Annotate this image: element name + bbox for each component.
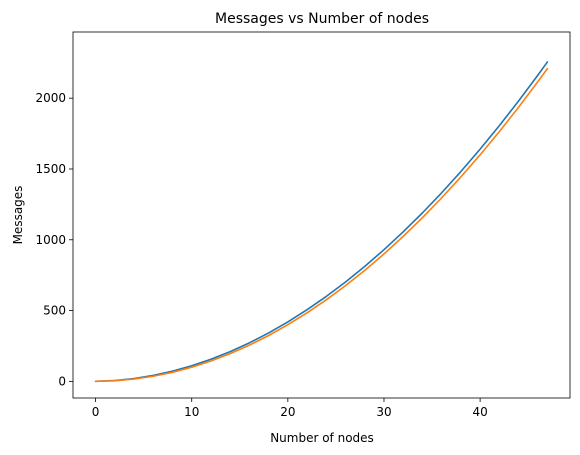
x-tick-label: 30 bbox=[376, 405, 391, 419]
plot-frame bbox=[72, 31, 571, 399]
y-tick-label: 2000 bbox=[35, 91, 66, 105]
x-axis-label: Number of nodes bbox=[270, 431, 374, 445]
x-axis: 0 10 20 30 40 bbox=[92, 398, 488, 419]
chart-title: Messages vs Number of nodes bbox=[215, 11, 429, 27]
y-tick-label: 500 bbox=[43, 304, 66, 318]
y-tick-label: 1500 bbox=[35, 162, 66, 176]
series-line-2 bbox=[94, 67, 549, 383]
y-tick-label: 1000 bbox=[35, 233, 66, 247]
y-tick-label: 0 bbox=[58, 374, 66, 388]
series-line-1 bbox=[94, 61, 549, 383]
x-tick-label: 10 bbox=[184, 405, 199, 419]
x-tick-label: 40 bbox=[472, 405, 487, 419]
series-layer bbox=[94, 61, 549, 383]
y-axis: 0 500 1000 1500 2000 bbox=[35, 91, 73, 388]
x-tick-label: 20 bbox=[280, 405, 295, 419]
y-axis-label: Messages bbox=[11, 186, 25, 245]
x-tick-label: 0 bbox=[92, 405, 100, 419]
